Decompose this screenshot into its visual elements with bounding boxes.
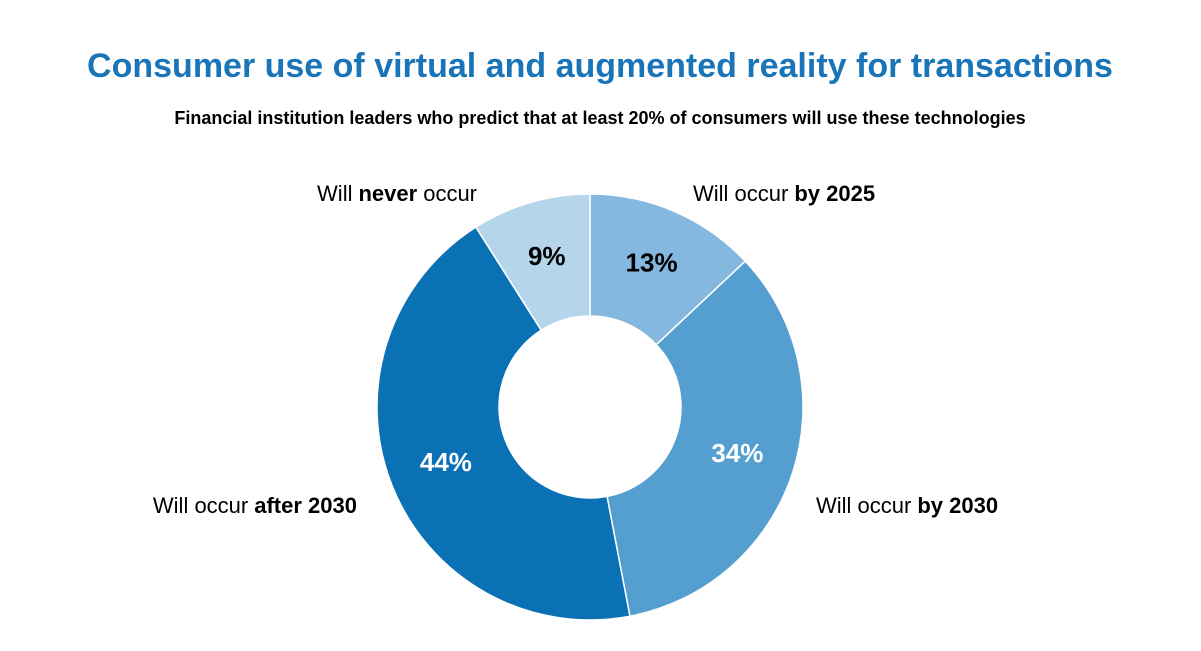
category-label: Will never occur <box>317 181 477 206</box>
value-label: 34% <box>711 438 763 468</box>
category-label: Will occur by 2025 <box>693 181 875 206</box>
value-label: 44% <box>420 447 472 477</box>
donut-segment <box>376 226 631 621</box>
donut-segment <box>474 193 591 332</box>
value-label: 13% <box>626 248 678 278</box>
category-label: Will occur by 2030 <box>816 493 998 518</box>
category-label-part: Will occur <box>816 493 911 518</box>
value-label: 9% <box>528 241 566 271</box>
category-label-part: by 2025 <box>794 181 875 206</box>
chart-subtitle: Financial institution leaders who predic… <box>174 108 1025 128</box>
category-label: Will occur after 2030 <box>153 493 357 518</box>
category-label-part: Will occur <box>153 493 248 518</box>
donut-segment <box>589 193 747 346</box>
category-label-part: occur <box>423 181 477 206</box>
category-label-part: Will occur <box>693 181 788 206</box>
category-label-part: by 2030 <box>917 493 998 518</box>
chart-title: Consumer use of virtual and augmented re… <box>87 47 1113 85</box>
category-label-part: after 2030 <box>254 493 357 518</box>
category-label-part: Will <box>317 181 352 206</box>
donut-segment <box>606 260 804 618</box>
category-label-part: never <box>358 181 417 206</box>
